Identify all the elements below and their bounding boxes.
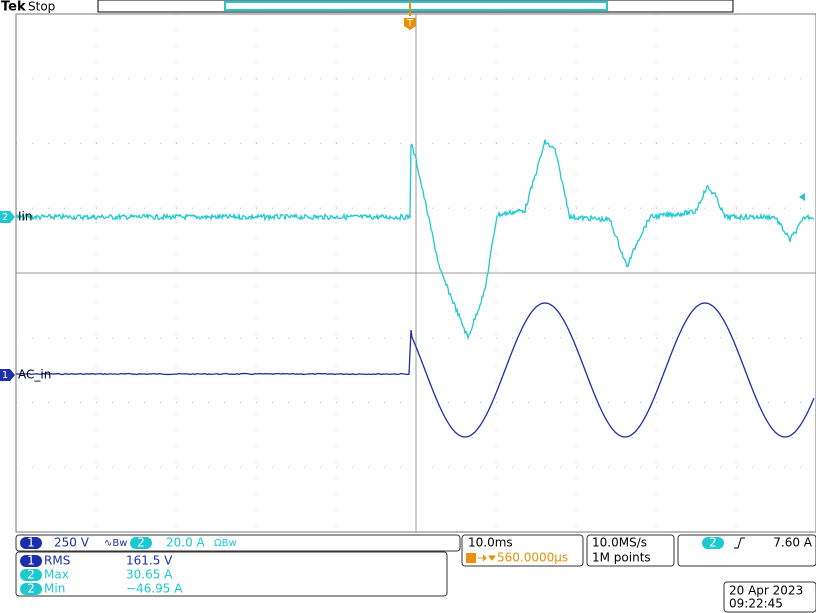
meas-name: Max <box>44 568 69 582</box>
ch2-badge <box>130 537 152 549</box>
ch1-scale: 250 V <box>54 536 90 550</box>
ch2-marker <box>0 211 15 223</box>
timestamp-box <box>723 581 816 613</box>
meas-channel: 1 <box>27 554 35 568</box>
measurement-box <box>15 551 448 597</box>
ch2-scale: 20.0 A <box>166 536 206 550</box>
ch2-coupling: ΩBw <box>214 538 237 549</box>
trigger-pos-arrow <box>478 554 496 562</box>
meas-name: RMS <box>44 554 70 568</box>
ch1-label: AC_in <box>18 368 51 382</box>
meas-badge <box>20 569 42 581</box>
trigger-edge <box>734 537 745 549</box>
meas-channel: 2 <box>27 582 35 596</box>
graticule <box>16 14 816 532</box>
trigger-level: 7.60 A <box>773 536 813 550</box>
ch1-badge <box>20 537 42 549</box>
status: Stop <box>28 0 55 14</box>
screen-border <box>15 13 816 533</box>
ch1-marker <box>0 369 15 381</box>
ch1-coupling: ∿Bw <box>104 538 127 549</box>
meas-badge <box>20 555 42 567</box>
trace-iin <box>15 139 815 341</box>
time: 09:22:45 <box>729 597 783 611</box>
meas-badge <box>20 583 42 595</box>
trigger-marker: T <box>406 18 414 29</box>
trigger-source: 2 <box>709 536 717 550</box>
level-arrow <box>799 193 805 201</box>
meas-value: 161.5 V <box>126 554 173 568</box>
ch2-number: 2 <box>137 536 145 550</box>
trigger-badge <box>702 537 724 549</box>
time-position: 560.0000µs <box>497 551 568 565</box>
brand: Tek <box>1 0 26 15</box>
ch2-marker-number: 2 <box>2 212 8 223</box>
meas-name: Min <box>44 582 65 596</box>
trace-ac-in <box>15 302 815 438</box>
trigger-position-icon <box>404 18 416 30</box>
record-length: 1M points <box>592 551 651 565</box>
ch1-number: 1 <box>27 536 35 550</box>
ch2-label: Iin <box>18 210 32 224</box>
meas-value: −46.95 A <box>126 582 183 596</box>
vertical-box <box>15 534 461 552</box>
sample-rate: 10.0MS/s <box>592 536 647 550</box>
meas-value: 30.65 A <box>126 568 173 582</box>
meas-channel: 2 <box>27 568 35 582</box>
ch1-marker-number: 1 <box>2 370 8 381</box>
trigger-pos-icon <box>466 553 476 563</box>
time-scale: 10.0ms <box>468 536 513 550</box>
record-window <box>224 1 608 11</box>
acquisition-box <box>586 534 675 567</box>
date: 20 Apr 2023 <box>729 584 803 598</box>
